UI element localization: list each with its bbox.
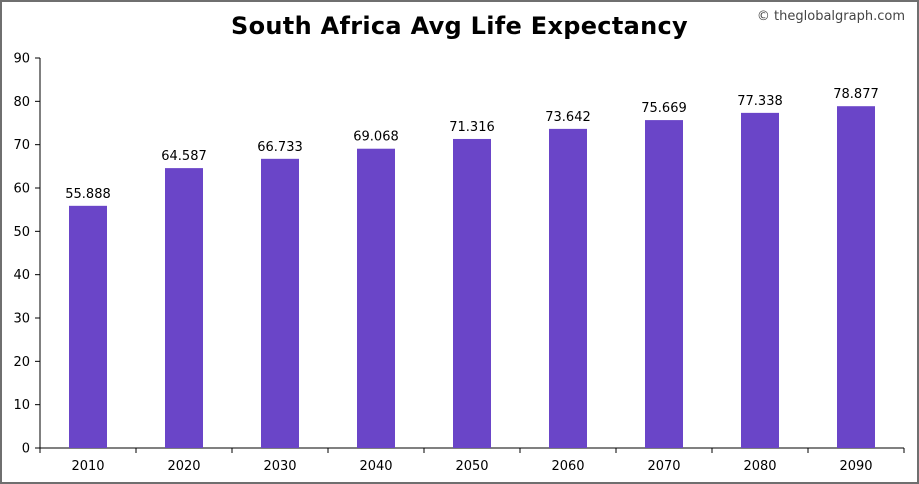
y-tick-label: 80 [13, 95, 30, 110]
chart-title: South Africa Avg Life Expectancy [231, 12, 688, 40]
bar [741, 112, 779, 449]
bar [645, 120, 683, 448]
bar [453, 138, 491, 448]
x-tick-label: 2030 [263, 459, 296, 474]
data-label: 73.642 [545, 110, 591, 125]
y-tick-label: 40 [13, 268, 30, 283]
data-label: 64.587 [161, 149, 207, 164]
y-tick-label: 50 [13, 225, 30, 240]
bar [357, 148, 395, 448]
bar [165, 168, 203, 448]
y-tick-label: 30 [13, 312, 30, 327]
y-tick-label: 0 [22, 442, 30, 457]
data-label: 66.733 [257, 140, 303, 155]
y-tick-label: 20 [13, 355, 30, 370]
y-tick-label: 90 [13, 52, 30, 67]
data-label: 78.877 [833, 87, 879, 102]
x-tick-label: 2050 [455, 459, 488, 474]
x-tick-label: 2010 [71, 459, 104, 474]
x-tick-label: 2080 [743, 459, 776, 474]
y-tick-label: 70 [13, 138, 30, 153]
data-label: 69.068 [353, 130, 399, 145]
watermark: © theglobalgraph.com [756, 9, 905, 24]
bar [261, 158, 299, 448]
bar [69, 205, 107, 448]
x-tick-label: 2060 [551, 459, 584, 474]
y-tick-label: 60 [13, 182, 30, 197]
x-tick-label: 2070 [647, 459, 680, 474]
data-label: 55.888 [65, 187, 111, 202]
data-label: 75.669 [641, 101, 687, 116]
x-tick-label: 2040 [359, 459, 392, 474]
bar [837, 106, 875, 448]
data-labels: 55.888 64.587 66.733 69.068 71.316 73.642 75.6… [65, 87, 879, 202]
x-tick-label: 2020 [167, 459, 200, 474]
x-tick-label: 2090 [839, 459, 872, 474]
bars [69, 106, 875, 449]
data-label: 71.316 [449, 120, 495, 135]
y-tick-label: 10 [13, 398, 30, 413]
data-label: 77.338 [737, 94, 783, 109]
bar [549, 128, 587, 448]
